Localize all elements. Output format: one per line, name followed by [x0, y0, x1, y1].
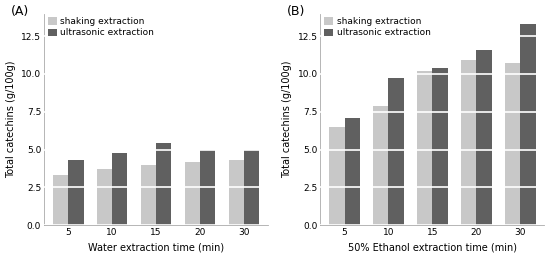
Bar — [388, 78, 404, 225]
Bar — [141, 165, 156, 225]
Bar — [461, 60, 476, 225]
Y-axis label: Total catechins (g/100g): Total catechins (g/100g) — [6, 61, 15, 178]
Bar — [156, 143, 172, 225]
Bar — [476, 50, 492, 225]
Bar — [53, 175, 68, 225]
Bar — [97, 169, 112, 225]
Bar — [373, 106, 388, 225]
Bar — [185, 162, 200, 225]
Bar — [228, 160, 244, 225]
Bar — [417, 71, 432, 225]
Bar — [112, 152, 128, 225]
Text: (B): (B) — [287, 5, 305, 18]
Bar — [520, 24, 536, 225]
Bar — [505, 63, 520, 225]
Legend: shaking extraction, ultrasonic extraction: shaking extraction, ultrasonic extractio… — [323, 16, 431, 38]
Bar — [68, 160, 84, 225]
Bar — [344, 118, 360, 225]
Y-axis label: Total catechins (g/100g): Total catechins (g/100g) — [282, 61, 292, 178]
Bar — [432, 68, 448, 225]
Bar — [200, 150, 216, 225]
X-axis label: 50% Ethanol extraction time (min): 50% Ethanol extraction time (min) — [348, 243, 517, 252]
Bar — [329, 127, 344, 225]
Legend: shaking extraction, ultrasonic extraction: shaking extraction, ultrasonic extractio… — [47, 16, 155, 38]
Bar — [244, 150, 259, 225]
Text: (A): (A) — [10, 5, 29, 18]
X-axis label: Water extraction time (min): Water extraction time (min) — [88, 243, 224, 252]
